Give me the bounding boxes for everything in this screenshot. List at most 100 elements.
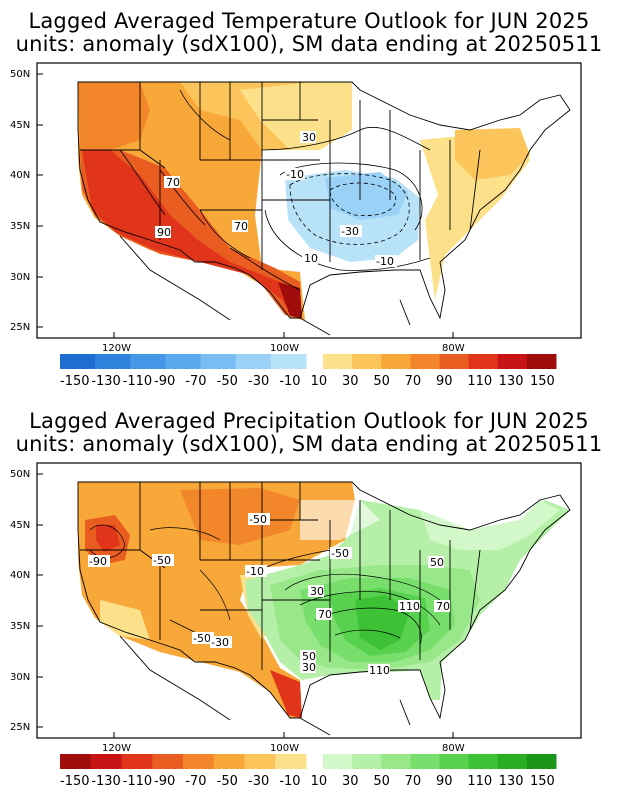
colorbar-swatch	[526, 754, 557, 769]
lat-label: 40N	[10, 170, 30, 181]
precipitation-light-dry	[100, 600, 150, 640]
colorbar-swatch	[410, 754, 440, 769]
contour-label: 70	[436, 600, 450, 613]
lat-label: 25N	[10, 322, 30, 333]
contour-label: 70	[318, 608, 332, 621]
contour-label: -50	[153, 554, 171, 567]
colorbar-label: 90	[436, 374, 453, 389]
colorbar-swatch	[244, 754, 276, 769]
colorbar-label: 30	[342, 374, 359, 389]
contour-label: -30	[211, 636, 229, 649]
temperature-panel: Lagged Averaged Temperature Outlook for …	[10, 9, 602, 389]
lat-label: 30N	[10, 272, 30, 283]
colorbar-label: 110	[467, 374, 492, 389]
precipitation-dry-west	[78, 482, 355, 718]
colorbar-label: -150	[60, 374, 90, 389]
colorbar-swatch	[183, 754, 215, 769]
precipitation-title-line1: Lagged Averaged Precipitation Outlook fo…	[29, 409, 589, 433]
contour-label: 70	[234, 220, 248, 233]
colorbar-label: 10	[311, 374, 328, 389]
lat-label: 35N	[10, 221, 30, 232]
colorbar-label: 50	[373, 374, 390, 389]
colorbar-label: 90	[436, 774, 453, 789]
contour-label: 90	[157, 226, 171, 239]
temperature-negative-contours	[289, 173, 410, 245]
precipitation-map: -90 -50 -50 -50 -10 30 70 50 -50 -30 50 …	[10, 462, 582, 789]
colorbar-swatch	[235, 354, 272, 369]
lat-label: 35N	[10, 621, 30, 632]
colorbar-label: 150	[530, 774, 555, 789]
colorbar-swatch	[352, 754, 382, 769]
temperature-lon-axis: 120W 100W 80W	[102, 332, 465, 354]
lat-label: 40N	[10, 570, 30, 581]
contour-label: 30	[310, 585, 324, 598]
precipitation-dry-core-2	[96, 525, 120, 552]
colorbar-swatch	[439, 354, 470, 369]
colorbar-label: -50	[217, 774, 238, 789]
lat-label: 30N	[10, 672, 30, 683]
lon-label: 100W	[270, 743, 299, 754]
colorbar-swatch	[497, 354, 528, 369]
precipitation-dry-texas	[270, 670, 302, 718]
colorbar-label: -90	[154, 774, 175, 789]
temperature-contour-labels: 30 -10 70 70 90 -30 10 -10 70	[155, 131, 397, 268]
lat-label: 50N	[10, 69, 30, 80]
precipitation-boundaries	[77, 481, 571, 736]
temperature-title-line1: Lagged Averaged Temperature Outlook for …	[28, 9, 590, 33]
temperature-northeast	[455, 128, 530, 180]
colorbar-swatch	[439, 754, 470, 769]
colorbar-label: 10	[311, 774, 328, 789]
colorbar-swatch	[468, 754, 499, 769]
lon-label: 120W	[102, 343, 131, 354]
colorbar-swatch	[352, 354, 382, 369]
colorbar-swatch	[381, 354, 411, 369]
colorbar-label: 150	[530, 374, 555, 389]
precipitation-lat-axis: 50N 45N 40N 35N 30N 25N	[10, 469, 43, 733]
colorbar-swatch	[200, 354, 237, 369]
colorbar-swatch	[381, 754, 411, 769]
colorbar-swatch	[270, 354, 307, 369]
colorbar-label: 130	[499, 374, 524, 389]
colorbar-label: -110	[123, 374, 153, 389]
colorbar-swatch	[213, 754, 245, 769]
temperature-peak-texas	[278, 282, 302, 318]
precipitation-map-frame	[36, 462, 582, 739]
lon-label: 100W	[270, 343, 299, 354]
colorbar-swatch	[121, 754, 153, 769]
colorbar-label: 130	[499, 774, 524, 789]
contour-label: -50	[193, 632, 211, 645]
lat-label: 50N	[10, 469, 30, 480]
temperature-colorbar	[60, 354, 557, 369]
lon-label: 80W	[442, 743, 465, 754]
colorbar-label: -70	[185, 774, 206, 789]
colorbar-label: -130	[91, 774, 121, 789]
precipitation-panel: Lagged Averaged Precipitation Outlook fo…	[0, 400, 618, 800]
temperature-light-north	[240, 82, 352, 150]
temperature-colorbar-labels: -150 -130 -110 -90 -70 -50 -30 -10 10 30…	[60, 374, 555, 389]
colorbar-label: 70	[405, 374, 422, 389]
colorbar-swatch	[165, 354, 202, 369]
temperature-lat-axis: 50N 45N 40N 35N 30N 25N	[10, 69, 43, 333]
colorbar-label: 110	[467, 774, 492, 789]
temperature-northwest	[78, 82, 150, 150]
colorbar-label: -30	[248, 774, 269, 789]
colorbar-label: -110	[123, 774, 153, 789]
colorbar-swatch	[95, 354, 131, 369]
temperature-boundaries	[77, 81, 571, 336]
colorbar-label: -30	[248, 374, 269, 389]
colorbar-swatch	[60, 754, 92, 769]
precipitation-colorbar-labels: -150 -130 -110 -90 -70 -50 -30 -10 10 30…	[60, 774, 555, 789]
colorbar-swatch	[526, 354, 557, 369]
colorbar-swatch	[323, 754, 353, 769]
precipitation-contours	[89, 524, 441, 649]
colorbar-label: -10	[279, 374, 300, 389]
temperature-hot-core	[82, 150, 300, 318]
precipitation-contour-labels: -90 -50 -50 -50 -10 30 70 50 -50 -30 50 …	[88, 513, 450, 677]
colorbar-swatch	[275, 754, 307, 769]
contour-label: -30	[341, 225, 359, 238]
colorbar-label: -50	[217, 374, 238, 389]
colorbar-label: -90	[154, 374, 175, 389]
lat-label: 25N	[10, 722, 30, 733]
temperature-map: 30 -10 70 70 90 -30 10 -10 70 50N 45N 40…	[10, 62, 582, 389]
lon-label: 80W	[442, 343, 465, 354]
